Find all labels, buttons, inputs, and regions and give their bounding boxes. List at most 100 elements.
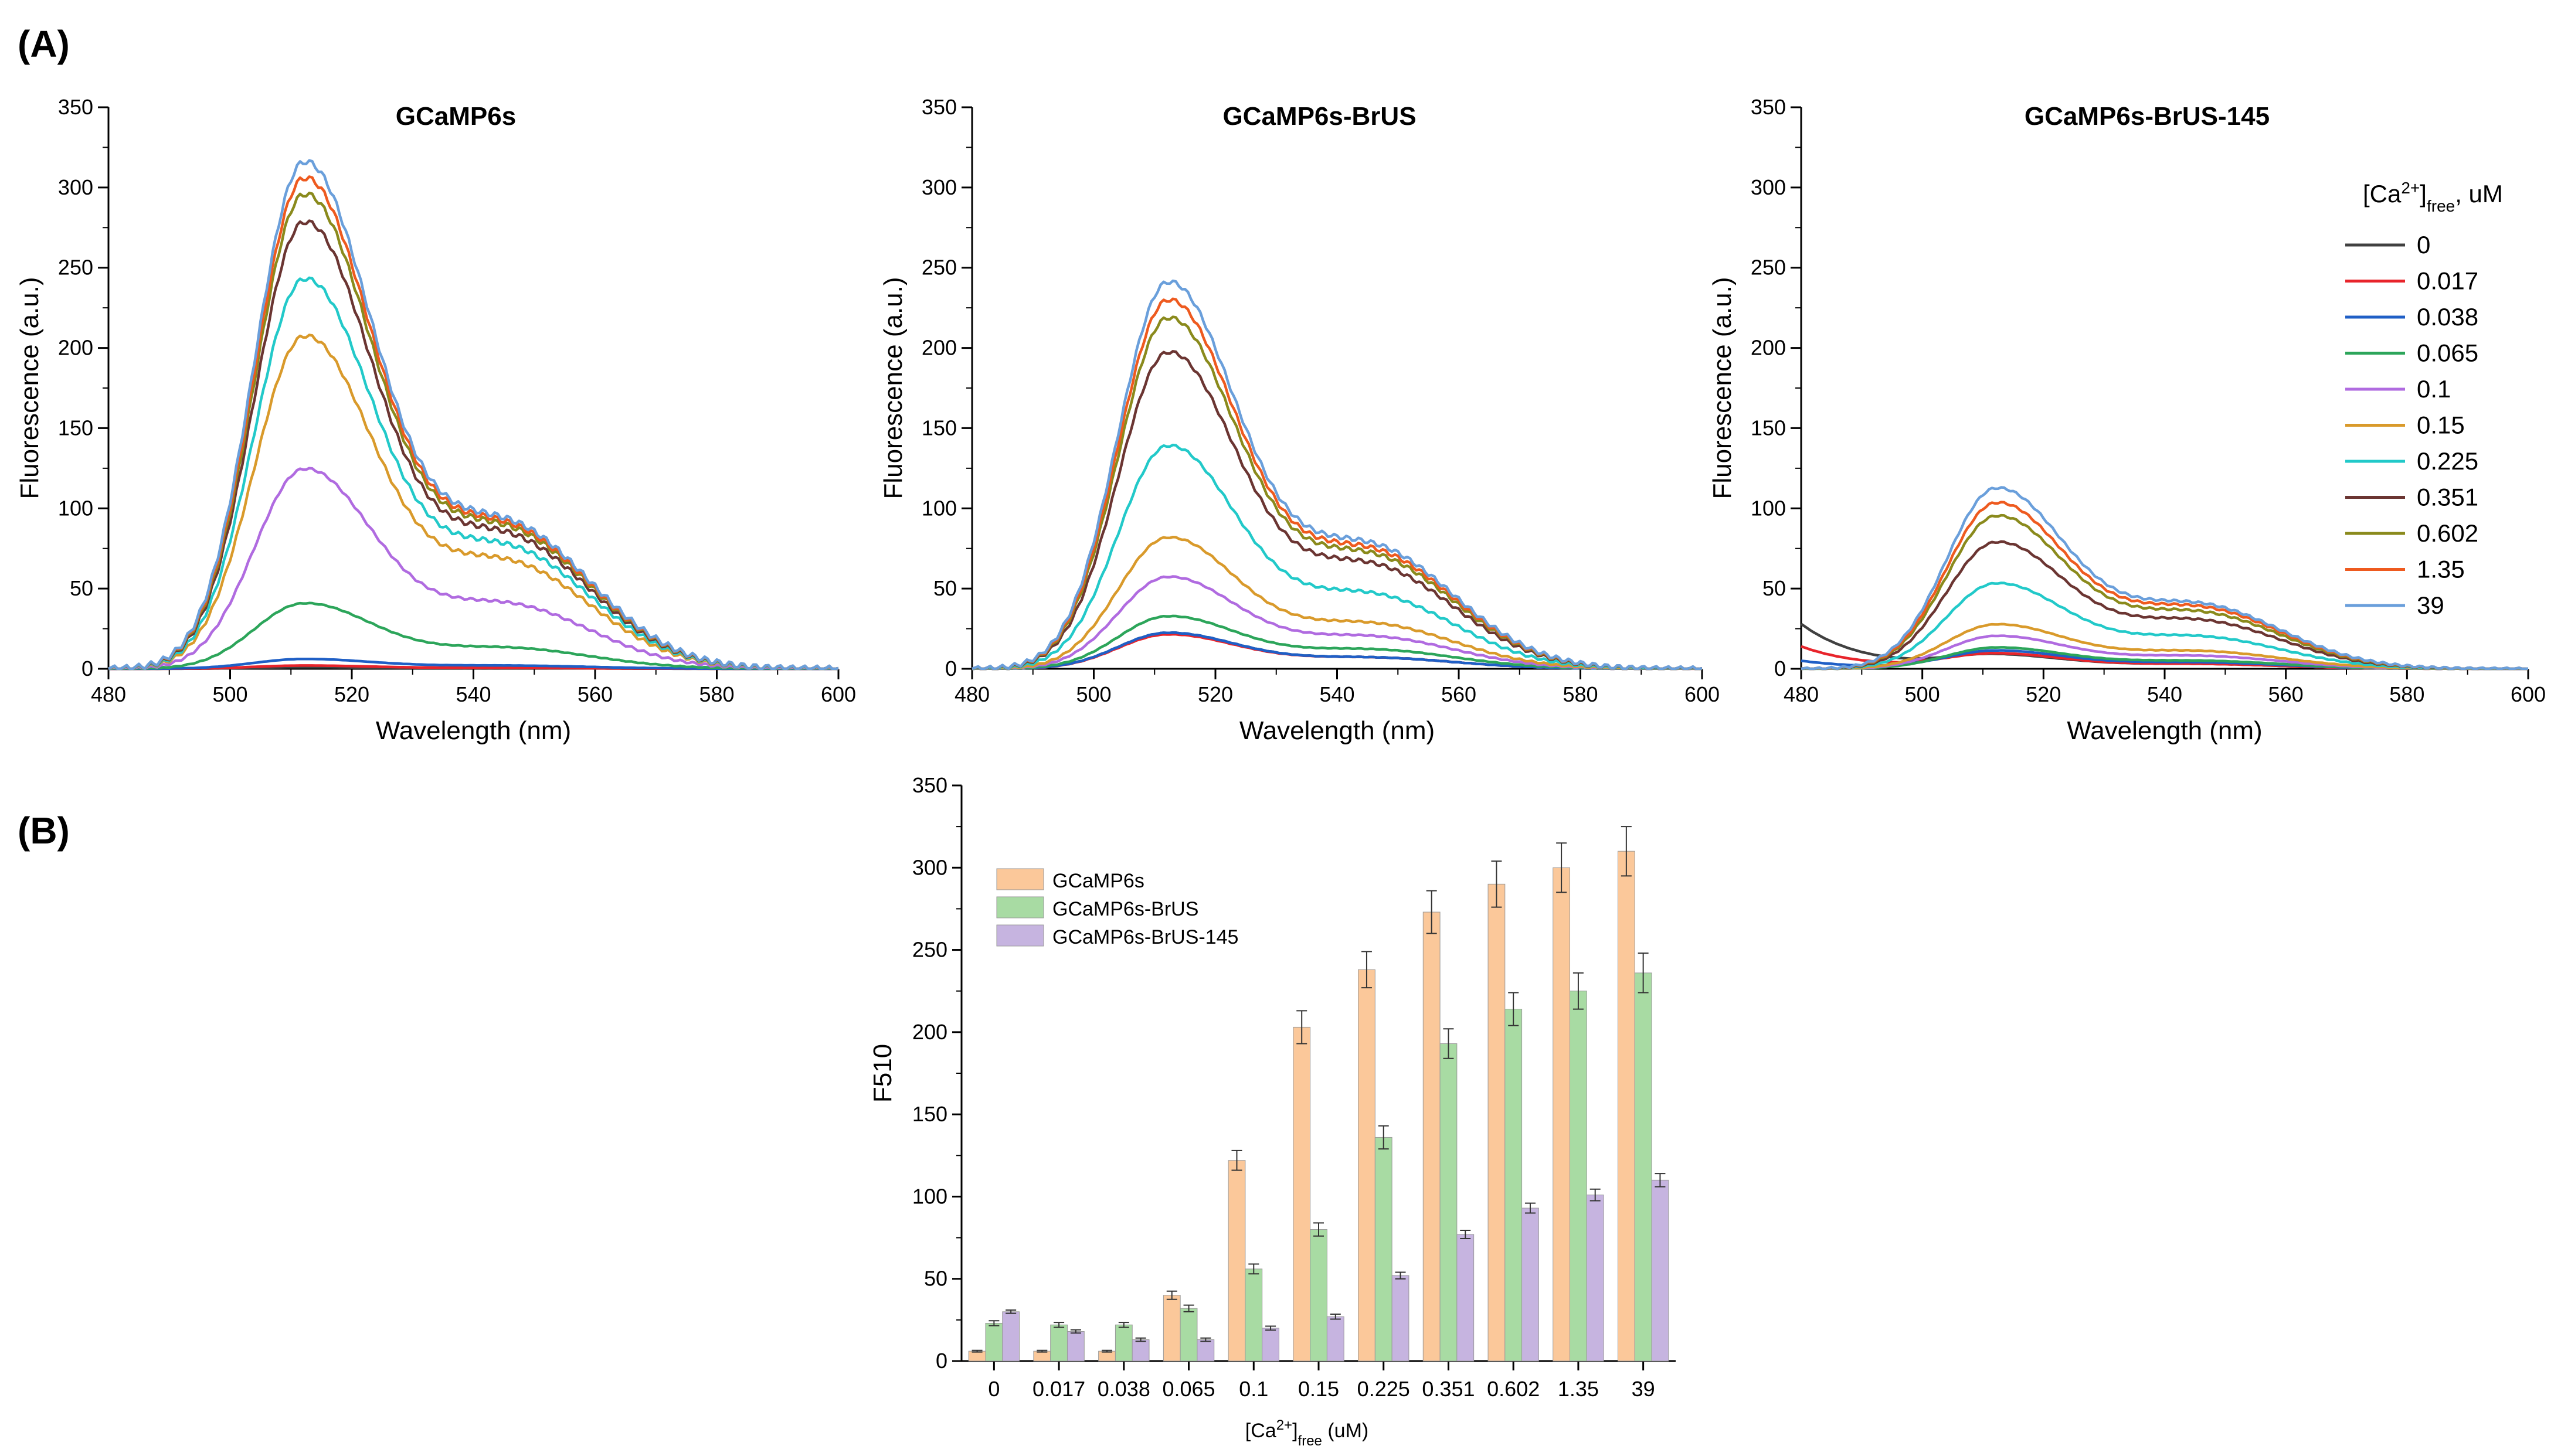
x-tick-label: 580	[1563, 682, 1598, 706]
bar-GCaMP6s-BrUS-145-0.017	[1066, 1331, 1085, 1362]
bar-GCaMP6s-0.602	[1487, 883, 1506, 1362]
x-tick-label: 520	[1198, 682, 1233, 706]
x-tick-label: 39	[1632, 1377, 1655, 1401]
y-tick-label: 150	[922, 416, 957, 440]
y-tick-label: 0	[1774, 656, 1786, 681]
x-tick-label: 0	[988, 1377, 1000, 1401]
x-axis-title-part: [Ca	[1245, 1420, 1276, 1442]
y-tick-label: 100	[58, 496, 93, 520]
y-tick-label: 250	[912, 938, 947, 962]
bar-GCaMP6s-BrUS-0.225	[1374, 1137, 1392, 1362]
y-tick-label: 350	[1751, 95, 1786, 119]
series-line-0.351	[108, 219, 839, 671]
series-line-0.065	[108, 601, 839, 671]
chart-title: GCaMP6s-BrUS	[1222, 102, 1416, 131]
legend-title: [Ca2+]free, uM	[2363, 179, 2503, 215]
bar-GCaMP6s-BrUS-145-0	[1002, 1311, 1020, 1362]
bar-GCaMP6s-BrUS-0.065	[1180, 1308, 1198, 1362]
bar-GCaMP6s-BrUS-0.017	[1050, 1324, 1068, 1362]
y-tick-label: 150	[1751, 416, 1786, 440]
bar-GCaMP6s-BrUS-145-0.225	[1391, 1275, 1409, 1362]
bar-GCaMP6s-BrUS-145-0.038	[1132, 1339, 1150, 1362]
x-tick-label: 0.065	[1162, 1377, 1215, 1401]
x-tick-label: 540	[1319, 682, 1354, 706]
y-tick-label: 200	[922, 336, 957, 360]
y-tick-label: 100	[912, 1184, 947, 1208]
y-tick-label: 350	[922, 95, 957, 119]
y-tick-label: 300	[912, 855, 947, 879]
y-tick-label: 350	[912, 773, 947, 797]
x-axis-title-part: free	[1298, 1433, 1322, 1449]
legend-label: 0.351	[2417, 484, 2478, 511]
x-tick-label: 580	[699, 682, 734, 706]
y-tick-label: 300	[922, 175, 957, 199]
bar-GCaMP6s-BrUS-0.038	[1115, 1324, 1133, 1362]
y-tick-label: 0	[945, 656, 957, 681]
legend-label: 0.225	[2417, 447, 2478, 475]
bar-GCaMP6s-BrUS-0.602	[1504, 1009, 1523, 1362]
y-tick-label: 50	[70, 576, 93, 600]
y-axis-title: Fluorescence (a.u.)	[15, 277, 44, 499]
bar-GCaMP6s-BrUS-0.1	[1245, 1268, 1263, 1362]
y-tick-label: 200	[912, 1020, 947, 1044]
x-axis-title: Wavelength (nm)	[376, 716, 571, 745]
chart-title: GCaMP6s-BrUS-145	[2025, 102, 2270, 131]
y-tick-label: 0	[81, 656, 93, 681]
bar-GCaMP6s-BrUS-0	[985, 1322, 1003, 1362]
x-tick-label: 0.038	[1098, 1377, 1150, 1401]
bar-GCaMP6s-BrUS-145-0.1	[1262, 1328, 1279, 1362]
legend-label: 0.065	[2417, 339, 2478, 367]
legend-swatch	[996, 896, 1044, 918]
y-tick-label: 300	[58, 175, 93, 199]
x-axis-title: Wavelength (nm)	[2067, 716, 2262, 745]
y-tick-label: 0	[936, 1349, 947, 1373]
series-line-0.15	[972, 535, 1703, 671]
y-tick-label: 100	[1751, 496, 1786, 520]
legend-label: 0	[2417, 231, 2430, 258]
x-tick-label: 0.15	[1298, 1377, 1339, 1401]
y-tick-label: 300	[1751, 175, 1786, 199]
legend-title-part: [Ca	[2363, 180, 2402, 207]
x-tick-label: 540	[456, 682, 491, 706]
y-tick-label: 250	[1751, 256, 1786, 280]
series-line-39	[107, 159, 839, 671]
y-tick-label: 50	[933, 576, 957, 600]
y-tick-label: 200	[58, 336, 93, 360]
y-axis-title: Fluorescence (a.u.)	[879, 277, 908, 499]
bar-GCaMP6s-0.017	[1033, 1350, 1051, 1362]
bar-GCaMP6s-BrUS-0.351	[1439, 1043, 1458, 1362]
bar-GCaMP6s-0.225	[1358, 969, 1375, 1362]
series-line-39	[972, 279, 1703, 671]
y-tick-label: 150	[58, 416, 93, 440]
x-tick-label: 600	[821, 682, 856, 706]
bar-GCaMP6s-0.1	[1228, 1160, 1246, 1362]
bar-GCaMP6s-BrUS-145-0.15	[1326, 1316, 1344, 1362]
y-tick-label: 250	[922, 256, 957, 280]
y-tick-label: 50	[924, 1267, 947, 1291]
legend-label: 39	[2417, 591, 2444, 619]
x-tick-label: 1.35	[1558, 1377, 1599, 1401]
x-tick-label: 500	[1076, 682, 1111, 706]
y-tick-label: 50	[1762, 576, 1786, 600]
line-chart-3: 0 50 100 150 200 250 300 350 480 500 520 540 560 580 6…	[1708, 95, 2546, 745]
x-tick-label: 600	[1684, 682, 1720, 706]
y-tick-label: 350	[58, 95, 93, 119]
x-tick-label: 500	[1905, 682, 1940, 706]
legend-swatch	[996, 868, 1044, 890]
x-axis-title: Wavelength (nm)	[1239, 716, 1435, 745]
legend-label: 0.038	[2417, 303, 2478, 331]
x-tick-label: 560	[578, 682, 613, 706]
x-tick-label: 0.225	[1357, 1377, 1410, 1401]
legend-label: GCaMP6s-BrUS	[1052, 898, 1198, 920]
y-axis-title: Fluorescence (a.u.)	[1708, 277, 1737, 499]
x-tick-label: 500	[212, 682, 247, 706]
legend-title-part: free	[2427, 197, 2455, 215]
legend-label: GCaMP6s-BrUS-145	[1052, 926, 1238, 948]
x-tick-label: 580	[2389, 682, 2424, 706]
y-tick-label: 100	[922, 496, 957, 520]
x-tick-label: 480	[91, 682, 126, 706]
bar-GCaMP6s-BrUS-145-1.35	[1586, 1195, 1604, 1362]
series-line-1.35	[972, 297, 1703, 671]
x-tick-label: 480	[1784, 682, 1819, 706]
bar-GCaMP6s-0.15	[1293, 1026, 1311, 1362]
